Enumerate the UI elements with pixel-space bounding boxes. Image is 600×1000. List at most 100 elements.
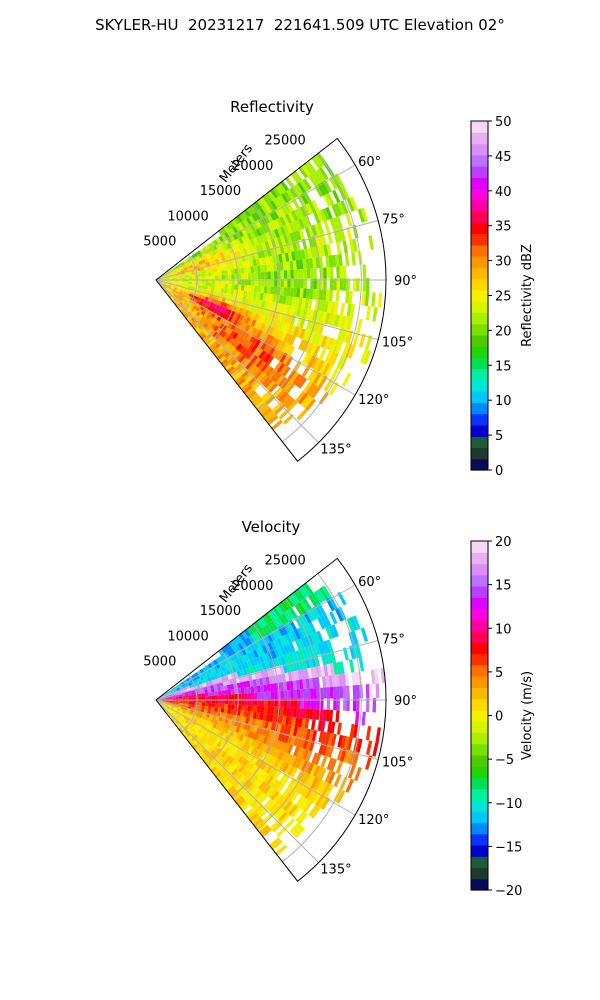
radar-gate xyxy=(189,684,194,689)
radar-gate xyxy=(213,745,219,752)
radar-gate xyxy=(178,704,182,707)
radar-gate xyxy=(250,319,257,328)
radar-gate xyxy=(323,300,329,313)
colorbar-swatch xyxy=(471,256,488,268)
radar-gate xyxy=(335,290,340,303)
radar-gate xyxy=(182,265,187,269)
radar-gate xyxy=(201,679,206,684)
radar-gate xyxy=(230,759,238,767)
radar-gate xyxy=(211,283,216,288)
radar-gate xyxy=(176,288,181,292)
radar-gate xyxy=(188,274,193,278)
radar-gate xyxy=(201,285,205,290)
radar-gate xyxy=(208,275,212,280)
radar-gate xyxy=(205,253,211,259)
radar-gate xyxy=(245,247,251,255)
radar-gate xyxy=(283,278,288,288)
radar-gate xyxy=(244,316,251,325)
radar-gate xyxy=(200,315,206,321)
radar-gate xyxy=(280,193,290,204)
radar-gate xyxy=(334,314,340,327)
radar-gate xyxy=(329,758,337,772)
radar-gate xyxy=(177,287,181,290)
radar-gate xyxy=(275,794,285,806)
radar-gate xyxy=(207,747,214,753)
radar-gate xyxy=(305,398,317,411)
radar-gate xyxy=(167,710,171,714)
radar-gate xyxy=(307,298,313,310)
radar-gate xyxy=(168,294,172,299)
radar-gate xyxy=(184,294,189,298)
radar-gate xyxy=(278,761,287,772)
radar-gate xyxy=(270,271,275,279)
radar-gate xyxy=(248,297,253,305)
radar-gate xyxy=(184,299,189,304)
radar-gate xyxy=(184,261,189,266)
radar-gate xyxy=(250,747,257,756)
radar-gate xyxy=(253,328,260,337)
radar-gate xyxy=(165,288,169,292)
radar-gate xyxy=(298,229,305,240)
radar-gate xyxy=(165,277,170,279)
radar-gate xyxy=(256,685,261,693)
radar-gate xyxy=(280,613,290,624)
radar-gate xyxy=(236,635,243,643)
radar-gate xyxy=(216,353,224,361)
colorbar-swatch xyxy=(471,619,488,632)
radar-gate xyxy=(211,250,217,256)
radar-gate xyxy=(225,755,233,763)
radar-gate xyxy=(225,223,233,231)
radar-gate xyxy=(310,667,316,679)
radar-gate xyxy=(218,329,225,336)
radar-gate xyxy=(320,335,328,348)
radar-gate xyxy=(262,293,267,301)
radar-gate xyxy=(219,712,224,718)
radar-gate xyxy=(208,692,212,697)
radar-gate xyxy=(185,292,190,296)
radar-gate xyxy=(198,282,202,286)
radar-gate xyxy=(281,342,290,353)
radar-gate xyxy=(190,307,196,313)
radar-gate xyxy=(216,773,224,781)
radar-gate xyxy=(205,739,212,746)
radar-gate xyxy=(214,271,219,276)
radar-gate xyxy=(301,658,308,670)
radar-gate xyxy=(223,342,231,350)
radar-gate xyxy=(316,698,321,710)
radar-gate xyxy=(213,711,218,716)
radar-gate xyxy=(221,760,229,767)
radar-gate xyxy=(181,292,186,297)
radar-gate xyxy=(224,694,229,700)
radar-gate xyxy=(197,707,202,712)
radar-gate xyxy=(206,300,211,306)
radar-gate xyxy=(206,720,211,726)
radar-gate xyxy=(293,698,298,709)
radar-gate xyxy=(223,708,228,714)
radar-gate xyxy=(293,746,300,757)
radar-gate xyxy=(213,728,219,734)
radar-gate xyxy=(180,708,185,712)
radar-gate xyxy=(293,278,298,289)
radar-gate xyxy=(327,313,334,326)
radar-gate xyxy=(198,721,204,726)
radar-gate xyxy=(254,621,262,630)
radar-gate xyxy=(245,297,250,304)
radar-gate xyxy=(229,294,234,300)
radar-gate xyxy=(202,262,207,267)
radar-gate xyxy=(174,297,179,301)
radar-gate xyxy=(177,707,181,710)
radar-gate xyxy=(298,659,304,670)
radar-gate xyxy=(250,266,255,273)
radar-gate xyxy=(186,265,191,270)
radar-gate xyxy=(326,267,331,279)
radar-gate xyxy=(301,352,310,365)
radar-gate xyxy=(242,759,250,768)
range-tick-label: 20000 xyxy=(232,159,273,174)
colorbar-swatch xyxy=(471,732,488,745)
radar-gate xyxy=(273,648,281,658)
radar-gate xyxy=(172,687,176,690)
radar-gate xyxy=(164,283,169,286)
radar-gate xyxy=(296,782,305,794)
radar-gate xyxy=(273,219,281,229)
radar-gate xyxy=(175,702,179,705)
